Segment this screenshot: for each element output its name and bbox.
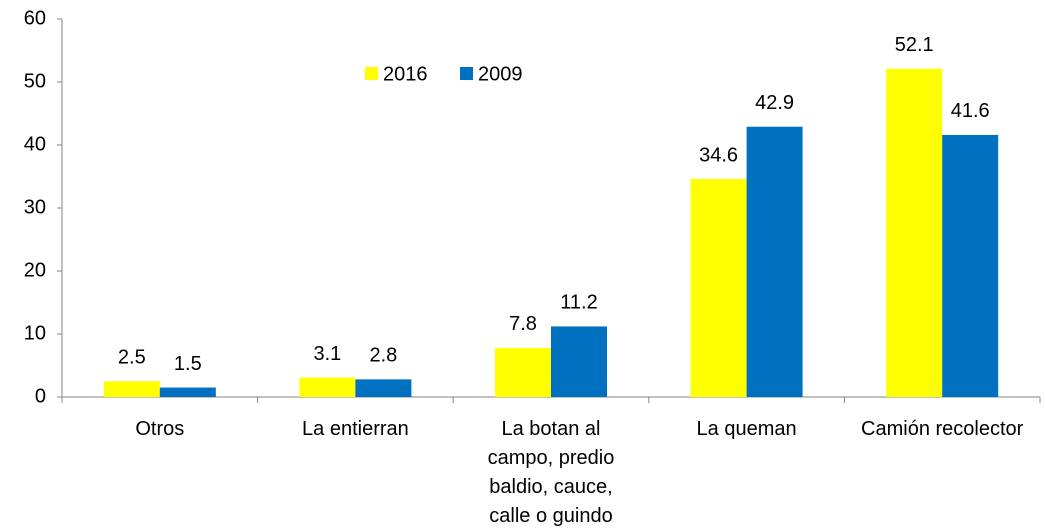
bar: [942, 134, 999, 398]
y-tick-label: 10: [24, 322, 46, 344]
bar: [495, 347, 551, 397]
legend-swatch: [365, 67, 378, 80]
legend-label: 2016: [383, 63, 428, 85]
data-label: 41.6: [951, 100, 990, 122]
y-tick-label: 60: [24, 7, 46, 29]
data-label: 1.5: [174, 353, 202, 375]
data-label: 2.8: [369, 345, 397, 367]
legend-swatch: [460, 67, 473, 80]
data-label: 11.2: [560, 292, 597, 314]
x-tick-label: Camión recolector: [861, 418, 1024, 440]
bar: [299, 377, 356, 397]
x-tick-label: Otros: [135, 418, 185, 440]
data-label: 34.6: [699, 144, 738, 166]
data-label: 52.1: [895, 34, 934, 56]
bar: [159, 387, 216, 397]
bar: [103, 381, 160, 397]
data-label: 2.5: [118, 347, 146, 369]
x-tick-label: La botan al campo, predio baldio, cauce,…: [487, 418, 615, 527]
bar: [551, 326, 607, 397]
x-tick-label: La entierran: [302, 418, 409, 440]
data-label: 42.9: [755, 92, 794, 114]
y-tick-label: 30: [24, 196, 46, 218]
y-tick-label: 50: [24, 70, 46, 92]
y-tick-label: 20: [24, 259, 46, 281]
bar: [886, 68, 943, 398]
x-tick-label: La queman: [696, 418, 797, 440]
data-label: 7.8: [509, 313, 537, 335]
bar: [690, 179, 747, 397]
data-label: 3.1: [313, 343, 341, 365]
y-tick-label: 40: [24, 133, 46, 155]
bar: [746, 126, 803, 397]
legend-label: 2009: [478, 63, 523, 85]
y-tick-label: 0: [35, 385, 46, 407]
bar: [355, 379, 412, 397]
